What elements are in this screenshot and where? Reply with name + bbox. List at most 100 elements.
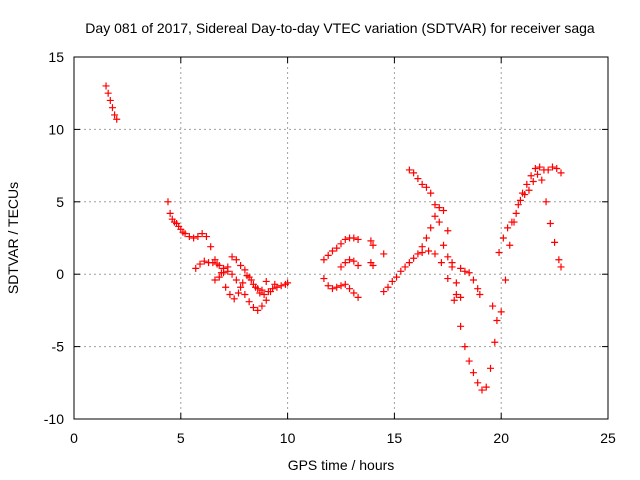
data-point: [457, 264, 465, 272]
data-point: [536, 163, 544, 171]
data-point: [474, 285, 482, 293]
x-tick-label: 25: [600, 430, 616, 446]
data-point: [346, 256, 354, 264]
data-point: [452, 279, 460, 287]
data-point: [431, 201, 439, 209]
data-point: [557, 169, 565, 177]
data-point: [320, 275, 328, 283]
data-point: [435, 218, 443, 226]
data-point: [198, 230, 206, 238]
data-point: [418, 180, 426, 188]
data-point: [489, 302, 497, 310]
data-point: [440, 241, 448, 249]
data-point: [284, 279, 292, 287]
data-point: [393, 273, 401, 281]
data-point: [241, 290, 249, 298]
data-point: [461, 267, 469, 275]
data-point: [512, 209, 520, 217]
grid-lines: [74, 57, 608, 419]
data-point: [241, 266, 249, 274]
data-point: [320, 256, 328, 264]
data-point: [108, 104, 116, 112]
data-point: [337, 240, 345, 248]
data-point: [220, 269, 228, 277]
data-point: [542, 198, 550, 206]
data-point: [504, 224, 512, 232]
x-tick-label: 20: [493, 430, 509, 446]
data-point: [200, 257, 208, 265]
data-point: [527, 172, 535, 180]
x-tick-labels: 0 5 10 15 20 25: [70, 430, 616, 446]
data-point: [324, 251, 332, 259]
data-point: [557, 263, 565, 271]
series-s1: [102, 82, 121, 123]
data-point: [469, 369, 477, 377]
x-tick-label: 5: [177, 430, 185, 446]
data-point: [384, 283, 392, 291]
data-point: [493, 317, 501, 325]
data-point: [431, 250, 439, 258]
data-point: [452, 290, 460, 298]
data-point: [465, 357, 473, 365]
data-point: [422, 183, 430, 191]
series-s10: [405, 166, 484, 298]
data-point: [111, 111, 119, 119]
data-point: [254, 285, 262, 293]
data-point: [341, 259, 349, 267]
data-point: [461, 343, 469, 351]
data-point: [249, 280, 257, 288]
data-point: [499, 234, 507, 242]
data-point: [213, 260, 221, 268]
series-s4: [211, 253, 270, 294]
data-point: [410, 254, 418, 262]
data-point: [190, 234, 198, 242]
data-point: [531, 164, 539, 172]
data-point: [337, 282, 345, 290]
data-point: [264, 288, 272, 296]
data-point: [254, 306, 262, 314]
data-point: [410, 169, 418, 177]
x-axis-label: GPS time / hours: [288, 457, 395, 473]
data-point: [534, 170, 542, 178]
data-point: [269, 285, 277, 293]
data-point: [422, 234, 430, 242]
data-point: [369, 262, 377, 270]
x-tick-label: 10: [280, 430, 296, 446]
data-point: [525, 186, 533, 194]
series-s13: [495, 170, 565, 271]
data-point: [457, 293, 465, 301]
data-point: [544, 166, 552, 174]
data-point: [435, 204, 443, 212]
data-point: [228, 270, 236, 278]
data-point: [491, 338, 499, 346]
data-point: [427, 189, 435, 197]
series-s2: [164, 198, 279, 314]
x-tick-label: 0: [70, 430, 78, 446]
data-point: [230, 295, 238, 303]
data-point: [258, 302, 266, 310]
data-point: [437, 259, 445, 267]
data-point: [192, 264, 200, 272]
data-point: [538, 176, 546, 184]
data-point: [444, 227, 452, 235]
data-point: [239, 279, 247, 287]
data-point: [487, 364, 495, 372]
data-point: [501, 276, 509, 284]
data-point: [328, 285, 336, 293]
data-point: [237, 283, 245, 291]
data-point: [388, 277, 396, 285]
data-point: [448, 263, 456, 271]
data-point: [546, 220, 554, 228]
data-point: [529, 178, 537, 186]
data-point: [425, 247, 433, 255]
data-point: [354, 262, 362, 270]
data-point: [427, 224, 435, 232]
data-point: [258, 286, 266, 294]
y-tick-label: -10: [44, 411, 64, 427]
data-point: [553, 164, 561, 172]
data-point: [262, 296, 270, 304]
data-point: [354, 235, 362, 243]
data-point: [497, 308, 505, 316]
data-point: [104, 89, 112, 97]
